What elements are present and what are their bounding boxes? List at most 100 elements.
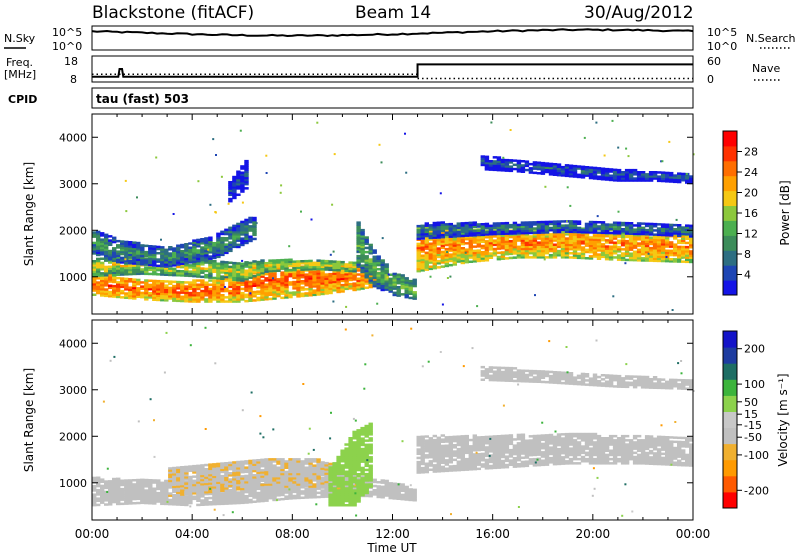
- heatmap-cell: [296, 272, 301, 275]
- heatmap-cell: [124, 481, 129, 484]
- heatmap-cell: [420, 254, 425, 257]
- heatmap-cell: [260, 460, 265, 464]
- heatmap-cell: [632, 173, 638, 176]
- heatmap-cell: [252, 223, 257, 226]
- heatmap-cell: [220, 500, 225, 503]
- heatmap-cell: [292, 260, 297, 263]
- heatmap-cell: [180, 243, 185, 247]
- heatmap-cell: [628, 256, 634, 260]
- heatmap-cell: [404, 289, 409, 293]
- heatmap-cell: [416, 253, 421, 256]
- heatmap-cell: [524, 237, 530, 240]
- heatmap-cell: [689, 258, 694, 262]
- heatmap-cell: [396, 277, 401, 281]
- heatmap-cell: [280, 292, 285, 295]
- heatmap-cell: [332, 289, 337, 292]
- heatmap-cell: [120, 289, 125, 293]
- heatmap-cell: [528, 239, 534, 242]
- heatmap-cell: [612, 252, 618, 255]
- heatmap-cell: [556, 251, 562, 255]
- heatmap-cell: [452, 256, 458, 260]
- heatmap-cell: [640, 246, 646, 250]
- heatmap-cell: [288, 291, 293, 295]
- nave-label: Nave: [752, 62, 780, 75]
- heatmap-cell: [552, 167, 558, 170]
- heatmap-cell: [604, 223, 610, 226]
- heatmap-speckle: [356, 250, 359, 253]
- heatmap-cell: [152, 294, 157, 297]
- heatmap-cell: [356, 263, 361, 266]
- heatmap-speckle: [668, 140, 671, 143]
- heatmap-cell: [652, 240, 658, 244]
- heatmap-cell: [656, 251, 662, 254]
- heatmap-cell: [172, 468, 177, 472]
- heatmap-cell: [484, 248, 490, 251]
- heatmap-cell: [252, 290, 257, 294]
- heatmap-speckle: [214, 211, 217, 213]
- heatmap-cell: [176, 493, 181, 497]
- heatmap-cell: [644, 242, 650, 246]
- heatmap-cell: [280, 462, 285, 465]
- heatmap-cell: [188, 291, 193, 295]
- heatmap-cell: [488, 235, 494, 239]
- heatmap-cell: [172, 280, 177, 284]
- heatmap-cell: [632, 171, 638, 174]
- heatmap-cell: [380, 288, 385, 292]
- heatmap-cell: [336, 278, 341, 281]
- heatmap-cell: [108, 494, 113, 498]
- heatmap-cell: [644, 173, 650, 176]
- heatmap-cell: [224, 472, 229, 475]
- heatmap-cell: [580, 174, 586, 177]
- heatmap-cell: [568, 241, 574, 245]
- heatmap-cell: [488, 168, 494, 171]
- heatmap-cell: [212, 283, 217, 286]
- heatmap-cell: [412, 282, 417, 286]
- heatmap-cell: [404, 487, 409, 491]
- heatmap-cell: [689, 239, 694, 243]
- heatmap-cell: [240, 220, 245, 224]
- heatmap-cell: [244, 293, 249, 297]
- heatmap-cell: [644, 230, 650, 234]
- heatmap-cell: [280, 489, 285, 492]
- heatmap-cell: [148, 479, 153, 482]
- heatmap-cell: [596, 221, 602, 224]
- heatmap-cell: [620, 233, 626, 236]
- heatmap-cell: [284, 289, 289, 293]
- heatmap-cell: [228, 472, 233, 475]
- heatmap-cell: [260, 495, 265, 499]
- heatmap-cell: [308, 273, 313, 276]
- heatmap-cell: [564, 168, 570, 171]
- heatmap-cell: [416, 224, 421, 228]
- heatmap-cell: [508, 169, 514, 173]
- heatmap-cell: [564, 230, 570, 233]
- heatmap-cell: [480, 223, 486, 226]
- heatmap-cell: [140, 487, 145, 490]
- heatmap-cell: [248, 463, 253, 467]
- heatmap-cell: [388, 488, 393, 491]
- heatmap-cell: [532, 165, 538, 168]
- heatmap-cell: [156, 496, 161, 499]
- heatmap-cell: [180, 487, 185, 490]
- heatmap-cell: [628, 222, 634, 225]
- heatmap-cell: [544, 233, 550, 236]
- heatmap-cell: [244, 466, 249, 469]
- heatmap-cell: [244, 470, 249, 474]
- heatmap-cell: [588, 176, 594, 180]
- heatmap-cell: [280, 485, 285, 488]
- heatmap-cell: [288, 295, 293, 299]
- heatmap-cell: [669, 241, 674, 244]
- heatmap-cell: [180, 287, 185, 290]
- heatmap-cell: [612, 221, 618, 224]
- heatmap-cell: [428, 253, 434, 256]
- heatmap-speckle: [449, 275, 452, 278]
- heatmap-cell: [136, 287, 141, 290]
- heatmap-cell: [240, 497, 245, 500]
- heatmap-cell: [212, 465, 217, 468]
- heatmap-cell: [252, 278, 257, 281]
- heatmap-cell: [512, 225, 518, 229]
- heatmap-cell: [424, 264, 430, 267]
- heatmap-cell: [196, 298, 201, 301]
- heatmap-cell: [376, 257, 381, 260]
- heatmap-cell: [576, 165, 582, 168]
- heatmap-cell: [192, 245, 197, 249]
